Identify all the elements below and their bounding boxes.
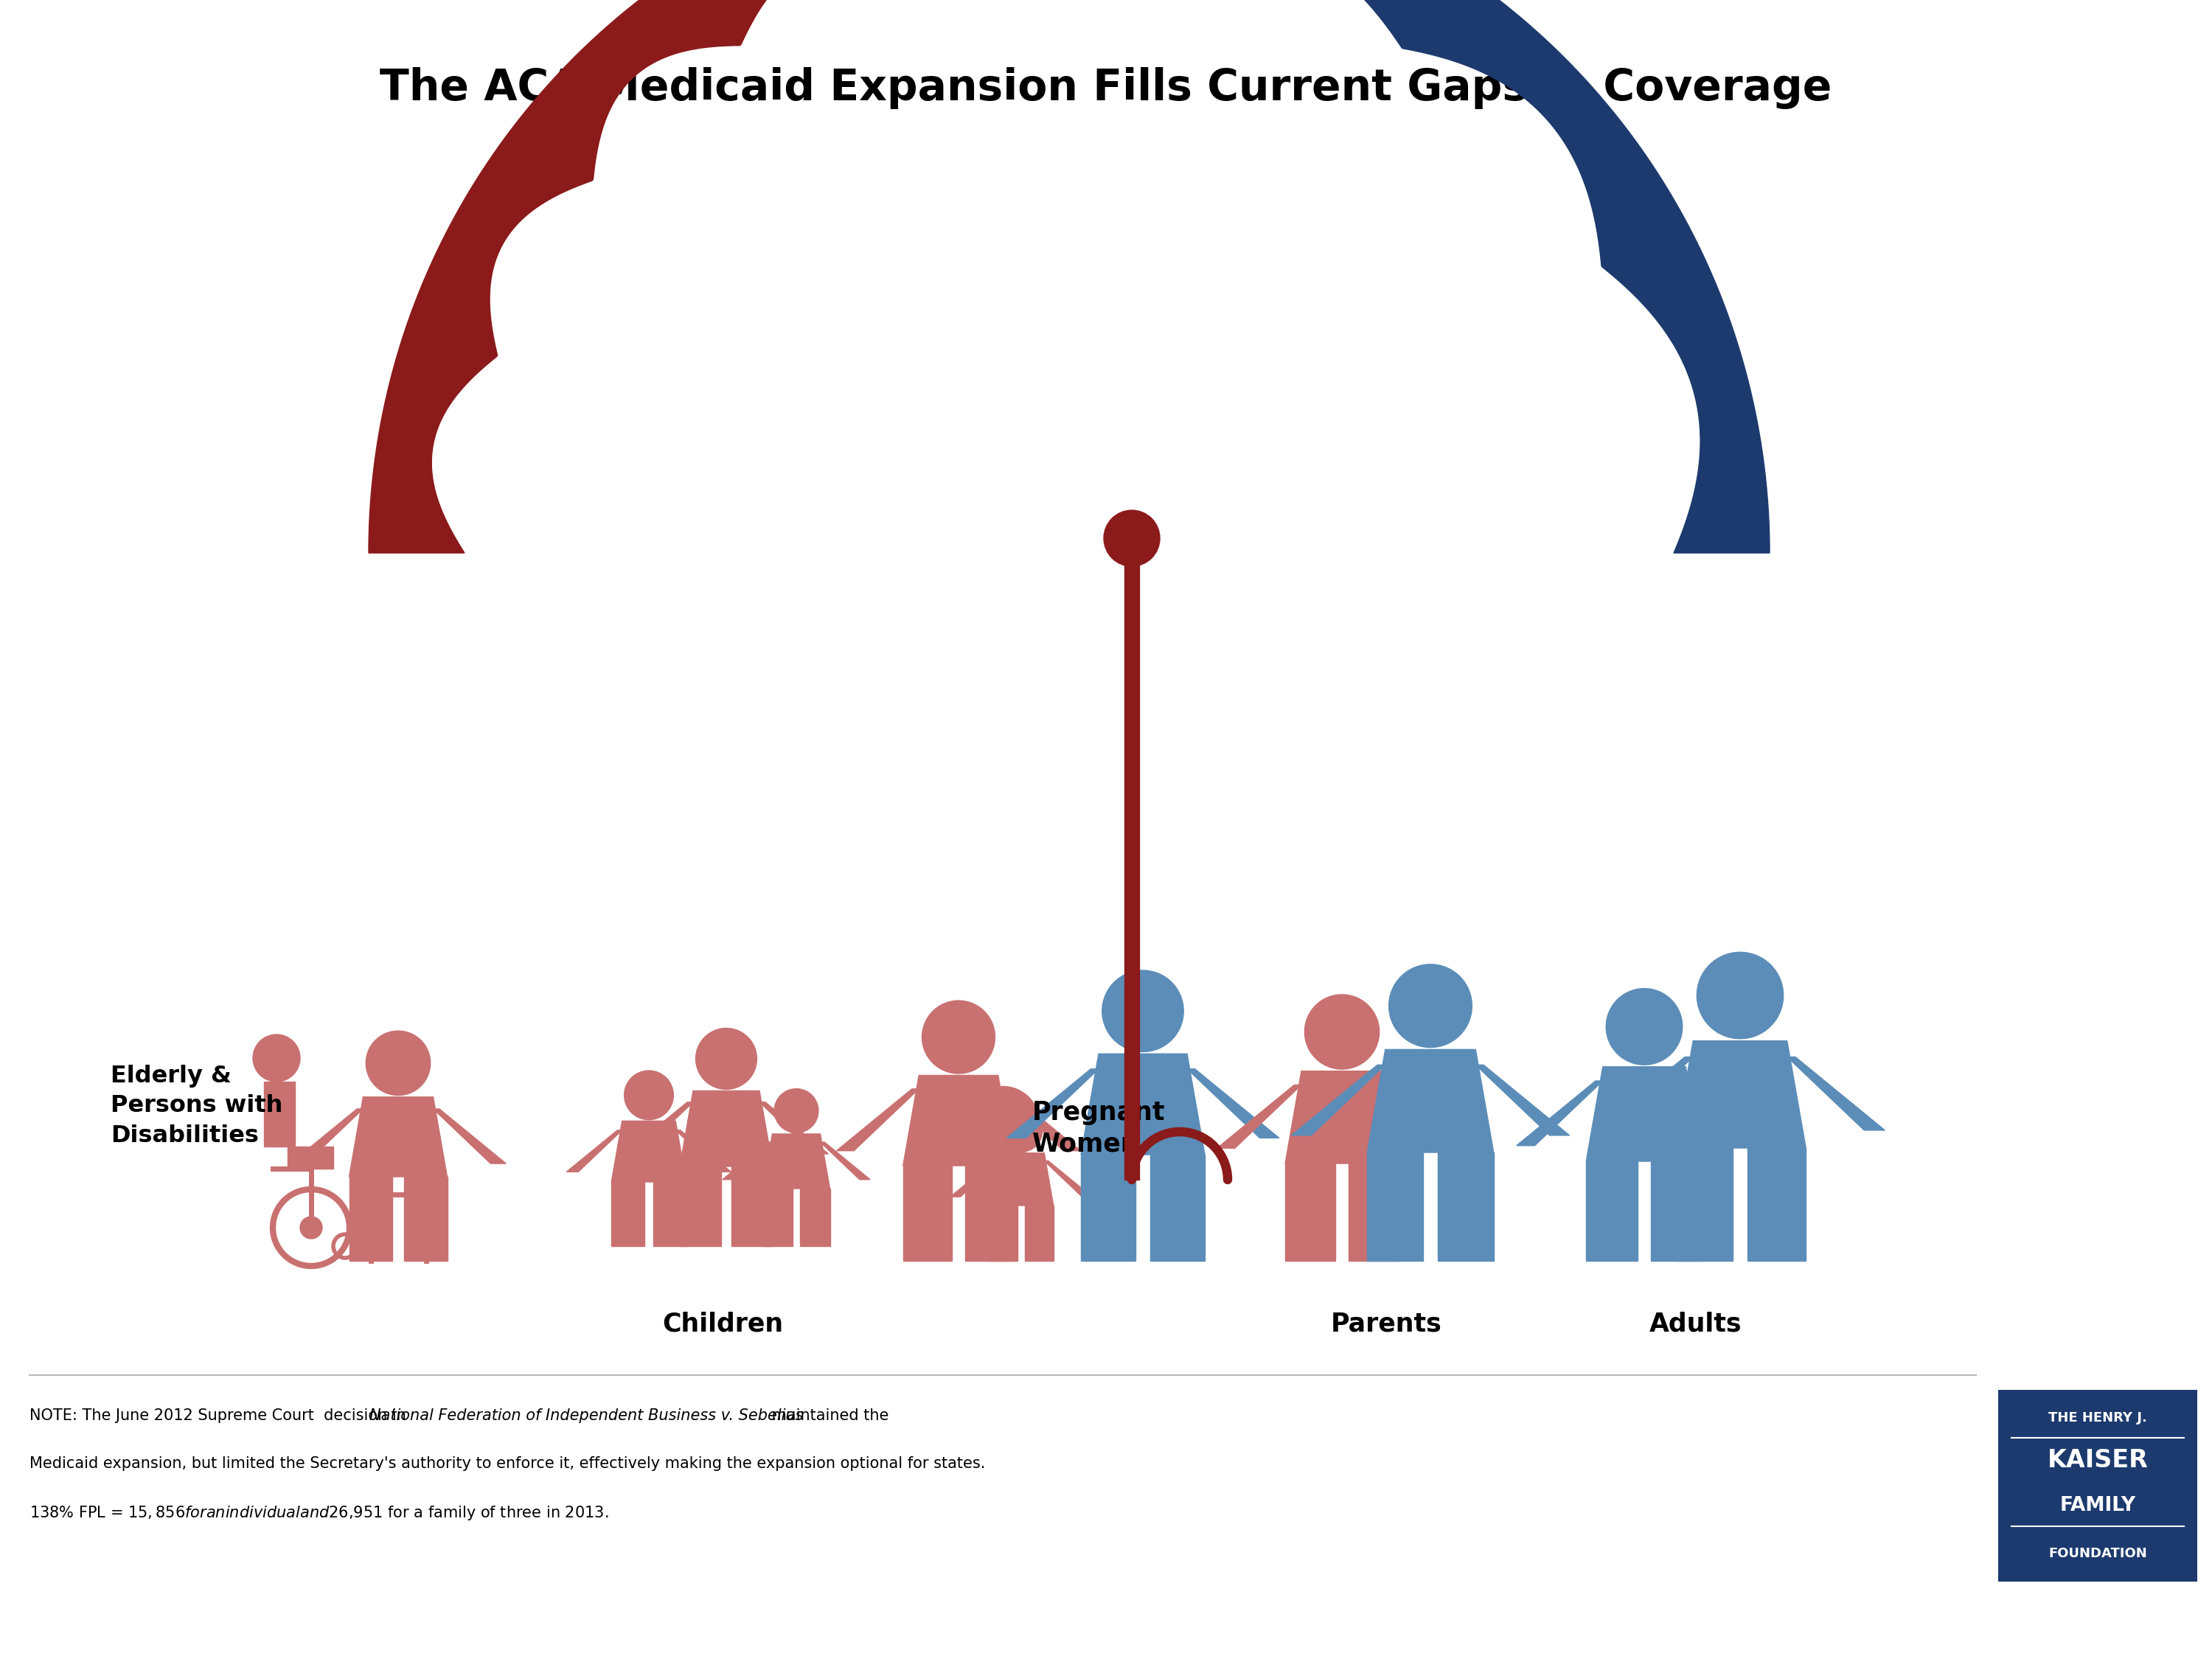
Polygon shape bbox=[763, 1135, 830, 1188]
Polygon shape bbox=[679, 1092, 772, 1166]
Polygon shape bbox=[675, 1130, 732, 1171]
Circle shape bbox=[697, 1029, 757, 1090]
Polygon shape bbox=[1024, 1206, 1053, 1261]
Polygon shape bbox=[989, 1206, 1018, 1261]
Polygon shape bbox=[1517, 1082, 1604, 1146]
Polygon shape bbox=[902, 1075, 1013, 1166]
Text: Children: Children bbox=[661, 1311, 783, 1335]
Text: maintained the: maintained the bbox=[768, 1408, 889, 1423]
Polygon shape bbox=[801, 1188, 830, 1246]
Text: Adults: Adults bbox=[1650, 1311, 1743, 1335]
Circle shape bbox=[1606, 989, 1683, 1065]
Polygon shape bbox=[405, 1176, 447, 1261]
Polygon shape bbox=[1787, 1057, 1885, 1130]
Polygon shape bbox=[1475, 1065, 1571, 1135]
Polygon shape bbox=[836, 1088, 918, 1151]
Polygon shape bbox=[1595, 1057, 1692, 1130]
Circle shape bbox=[1102, 971, 1183, 1052]
Polygon shape bbox=[1082, 1053, 1206, 1155]
Text: Limited to Specific Low-Income Groups: Limited to Specific Low-Income Groups bbox=[493, 504, 834, 521]
Text: Extends to Adults ≤138% FPL*: Extends to Adults ≤138% FPL* bbox=[1356, 538, 1624, 554]
Polygon shape bbox=[1285, 1163, 1336, 1261]
Polygon shape bbox=[1124, 0, 1770, 552]
Circle shape bbox=[365, 1030, 431, 1095]
Circle shape bbox=[252, 1035, 301, 1082]
Polygon shape bbox=[1188, 1068, 1279, 1138]
Text: FOUNDATION: FOUNDATION bbox=[2048, 1546, 2148, 1559]
Polygon shape bbox=[723, 1141, 772, 1180]
Text: THE HENRY J.: THE HENRY J. bbox=[2048, 1412, 2148, 1425]
Polygon shape bbox=[1674, 1040, 1805, 1148]
Polygon shape bbox=[434, 1108, 507, 1163]
Polygon shape bbox=[1044, 1161, 1093, 1196]
Polygon shape bbox=[1686, 1082, 1772, 1146]
Polygon shape bbox=[349, 1097, 447, 1176]
FancyBboxPatch shape bbox=[1997, 1390, 2197, 1581]
Text: Medicaid Eligibility
in 2014: Medicaid Eligibility in 2014 bbox=[1343, 413, 1637, 473]
Polygon shape bbox=[763, 1188, 792, 1246]
Polygon shape bbox=[624, 1102, 692, 1155]
Circle shape bbox=[967, 1087, 1040, 1160]
Polygon shape bbox=[263, 1082, 294, 1146]
Circle shape bbox=[1697, 952, 1783, 1039]
Polygon shape bbox=[566, 1130, 622, 1171]
Text: Parents: Parents bbox=[1332, 1311, 1442, 1335]
Circle shape bbox=[1305, 994, 1380, 1068]
Circle shape bbox=[1104, 511, 1159, 566]
Circle shape bbox=[624, 1070, 672, 1120]
Polygon shape bbox=[1586, 1161, 1637, 1261]
Polygon shape bbox=[653, 1181, 686, 1246]
Polygon shape bbox=[1285, 1072, 1398, 1163]
Polygon shape bbox=[989, 1153, 1053, 1206]
Polygon shape bbox=[964, 1166, 1013, 1261]
Text: KAISER: KAISER bbox=[2048, 1448, 2148, 1472]
Text: Medicaid Eligibility Today: Medicaid Eligibility Today bbox=[467, 430, 860, 456]
Polygon shape bbox=[1082, 1155, 1135, 1261]
Text: Elderly &
Persons with
Disabilities: Elderly & Persons with Disabilities bbox=[111, 1065, 283, 1148]
Polygon shape bbox=[1382, 1085, 1467, 1148]
Polygon shape bbox=[611, 1181, 644, 1246]
Polygon shape bbox=[732, 1166, 772, 1246]
Polygon shape bbox=[290, 1108, 363, 1163]
Polygon shape bbox=[369, 0, 1133, 552]
Circle shape bbox=[922, 1000, 995, 1073]
Circle shape bbox=[774, 1088, 818, 1133]
Polygon shape bbox=[951, 1161, 998, 1196]
Polygon shape bbox=[1150, 1155, 1206, 1261]
Polygon shape bbox=[349, 1176, 392, 1261]
Circle shape bbox=[1000, 1110, 1042, 1151]
Text: The ACA Medicaid Expansion Fills Current Gaps in Coverage: The ACA Medicaid Expansion Fills Current… bbox=[380, 68, 1832, 109]
Circle shape bbox=[301, 1216, 323, 1239]
Polygon shape bbox=[759, 1102, 830, 1155]
Polygon shape bbox=[1349, 1163, 1398, 1261]
Polygon shape bbox=[1367, 1050, 1493, 1153]
Polygon shape bbox=[679, 1166, 721, 1246]
Polygon shape bbox=[1650, 1161, 1703, 1261]
Polygon shape bbox=[998, 1088, 1082, 1151]
Text: 138% FPL = $15,856 for an individual and $26,951 for a family of three in 2013.: 138% FPL = $15,856 for an individual and… bbox=[29, 1505, 608, 1521]
Polygon shape bbox=[1217, 1085, 1301, 1148]
Polygon shape bbox=[1747, 1148, 1805, 1261]
Text: NOTE: The June 2012 Supreme Court  decision in: NOTE: The June 2012 Supreme Court decisi… bbox=[29, 1408, 411, 1423]
Polygon shape bbox=[1438, 1153, 1493, 1261]
Polygon shape bbox=[1586, 1067, 1703, 1161]
Polygon shape bbox=[821, 1141, 869, 1180]
Polygon shape bbox=[288, 1146, 334, 1168]
Polygon shape bbox=[611, 1121, 686, 1181]
Text: National Federation of Independent Business v. Sebelius: National Federation of Independent Busin… bbox=[369, 1408, 803, 1423]
Text: FAMILY: FAMILY bbox=[2059, 1496, 2137, 1515]
Polygon shape bbox=[1006, 1068, 1099, 1138]
Polygon shape bbox=[902, 1166, 951, 1261]
Text: Pregnant
Women: Pregnant Women bbox=[1033, 1100, 1166, 1156]
Polygon shape bbox=[1674, 1148, 1732, 1261]
Circle shape bbox=[1389, 964, 1471, 1047]
Text: Medicaid expansion, but limited the Secretary's authority to enforce it, effecti: Medicaid expansion, but limited the Secr… bbox=[29, 1457, 984, 1472]
Polygon shape bbox=[1367, 1153, 1422, 1261]
Polygon shape bbox=[1292, 1065, 1385, 1135]
